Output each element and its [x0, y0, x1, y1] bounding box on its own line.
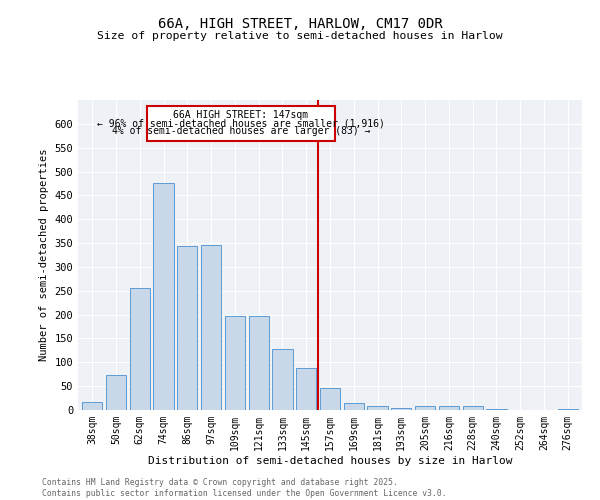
- Text: 66A HIGH STREET: 147sqm: 66A HIGH STREET: 147sqm: [173, 110, 308, 120]
- Bar: [272, 350, 293, 410]
- Bar: [415, 406, 435, 410]
- Bar: [463, 406, 483, 410]
- Text: 66A, HIGH STREET, HARLOW, CM17 0DR: 66A, HIGH STREET, HARLOW, CM17 0DR: [158, 18, 442, 32]
- Bar: [557, 408, 578, 410]
- Bar: [130, 288, 150, 410]
- X-axis label: Distribution of semi-detached houses by size in Harlow: Distribution of semi-detached houses by …: [148, 456, 512, 466]
- Y-axis label: Number of semi-detached properties: Number of semi-detached properties: [39, 149, 49, 361]
- Text: Size of property relative to semi-detached houses in Harlow: Size of property relative to semi-detach…: [97, 31, 503, 41]
- Bar: [248, 316, 269, 410]
- Text: Contains HM Land Registry data © Crown copyright and database right 2025.
Contai: Contains HM Land Registry data © Crown c…: [42, 478, 446, 498]
- Bar: [367, 406, 388, 410]
- Bar: [106, 375, 126, 410]
- Bar: [344, 403, 364, 410]
- Bar: [439, 406, 459, 410]
- Text: 4% of semi-detached houses are larger (83) →: 4% of semi-detached houses are larger (8…: [112, 126, 370, 136]
- Bar: [201, 244, 221, 410]
- Bar: [225, 316, 245, 410]
- Bar: [296, 368, 316, 410]
- Bar: [487, 409, 506, 410]
- Bar: [320, 388, 340, 410]
- Bar: [391, 408, 412, 410]
- FancyBboxPatch shape: [147, 106, 335, 142]
- Text: ← 96% of semi-detached houses are smaller (1,916): ← 96% of semi-detached houses are smalle…: [97, 118, 385, 128]
- Bar: [82, 402, 103, 410]
- Bar: [154, 184, 173, 410]
- Bar: [177, 246, 197, 410]
